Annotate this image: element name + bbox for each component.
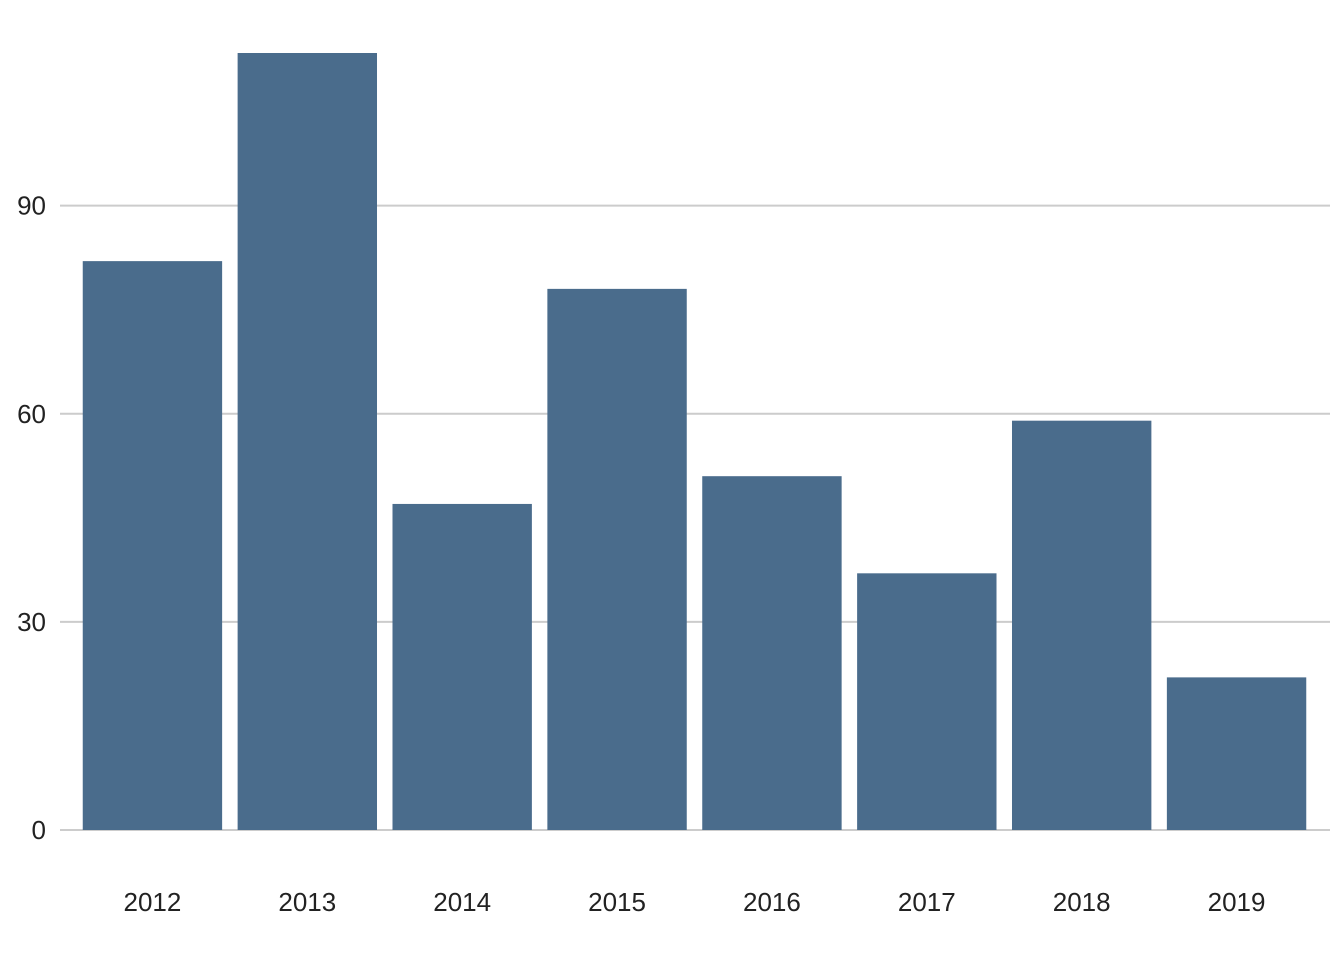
- x-tick-label-2013: 2013: [278, 887, 336, 917]
- bar-2019: [1166, 677, 1307, 830]
- x-axis-tick-labels: 2012 2013 2014 2015 2016 2017 2018 2019: [124, 887, 1266, 917]
- y-axis-tick-labels: 0 30 60 90: [17, 191, 46, 845]
- bar-2016: [702, 476, 842, 830]
- y-tick-label: 0: [32, 815, 46, 845]
- y-tick-label: 30: [17, 607, 46, 637]
- y-tick-label: 60: [17, 399, 46, 429]
- x-tick-label-2016: 2016: [743, 887, 801, 917]
- bar-2017: [857, 573, 997, 830]
- x-tick-label-2015: 2015: [588, 887, 646, 917]
- bars: [82, 53, 1307, 830]
- x-tick-label-2018: 2018: [1053, 887, 1111, 917]
- x-tick-label-2019: 2019: [1208, 887, 1266, 917]
- x-tick-label-2017: 2017: [898, 887, 956, 917]
- x-tick-label-2012: 2012: [124, 887, 182, 917]
- bar-2015: [547, 288, 687, 830]
- bar-2013: [237, 53, 378, 830]
- bar-2014: [392, 503, 532, 830]
- bar-2012: [82, 261, 223, 830]
- x-tick-label-2014: 2014: [433, 887, 491, 917]
- bar-2018: [1011, 420, 1152, 830]
- y-tick-label: 90: [17, 191, 46, 221]
